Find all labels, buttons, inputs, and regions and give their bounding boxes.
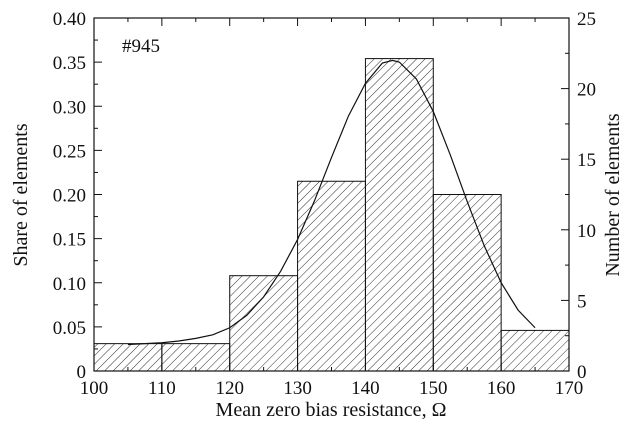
fit-curve-layer bbox=[127, 59, 536, 346]
ticks-layer: 100 110 120 130 140 150 160 17000.050.100.150.2… bbox=[53, 9, 596, 399]
right-y-tick-label-10: 10 bbox=[577, 221, 596, 242]
histogram-bar-7 bbox=[500, 329, 570, 372]
histogram-bar-3 bbox=[229, 275, 299, 372]
x-axis-title: Mean zero bias resistance, Ω bbox=[216, 399, 447, 421]
left-y-tick-label-0.20: 0.20 bbox=[53, 186, 86, 207]
histogram-bar-6 bbox=[432, 194, 502, 372]
histogram-bar-1 bbox=[93, 343, 163, 372]
bars-layer bbox=[93, 58, 570, 372]
x-tick-label-130: 130 bbox=[283, 378, 312, 399]
right-y-tick-label-25: 25 bbox=[577, 9, 596, 30]
left-y-tick-label-0.25: 0.25 bbox=[53, 141, 86, 162]
x-tick-label-100: 100 bbox=[80, 378, 109, 399]
left-y-tick-label-0.15: 0.15 bbox=[53, 230, 86, 251]
x-tick-label-170: 170 bbox=[555, 378, 584, 399]
left-y-tick-label-0.10: 0.10 bbox=[53, 274, 86, 295]
left-axis-title: Share of elements bbox=[10, 123, 32, 266]
left-y-tick-label-0.30: 0.30 bbox=[53, 97, 86, 118]
x-tick-label-150: 150 bbox=[419, 378, 448, 399]
gaussian-fit-curve bbox=[127, 59, 536, 346]
right-y-tick-label-15: 15 bbox=[577, 150, 596, 171]
histogram-bar-4 bbox=[297, 180, 366, 372]
x-tick-label-140: 140 bbox=[351, 378, 380, 399]
x-tick-label-110: 110 bbox=[148, 378, 176, 399]
right-y-tick-label-0: 0 bbox=[577, 362, 587, 383]
histogram-bar-2 bbox=[161, 343, 231, 372]
left-y-tick-label-0.40: 0.40 bbox=[53, 9, 86, 30]
x-tick-label-160: 160 bbox=[487, 378, 516, 399]
right-y-tick-label-5: 5 bbox=[577, 291, 587, 312]
histogram-bar-5 bbox=[364, 58, 434, 372]
left-y-tick-label-0.05: 0.05 bbox=[53, 318, 86, 339]
left-y-tick-label-0: 0 bbox=[77, 362, 87, 383]
right-axis-title: Number of elements bbox=[602, 113, 624, 276]
left-y-tick-label-0.35: 0.35 bbox=[53, 53, 86, 74]
sample-annotation: #945 bbox=[122, 36, 160, 57]
x-tick-label-120: 120 bbox=[215, 378, 244, 399]
right-y-tick-label-20: 20 bbox=[577, 80, 596, 101]
